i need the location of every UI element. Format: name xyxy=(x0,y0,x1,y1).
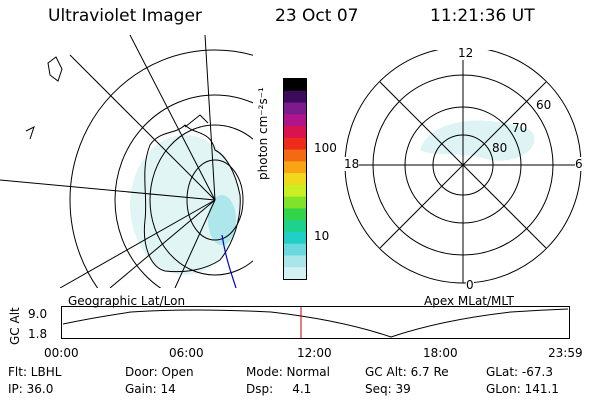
orbit-ytick-high: 9.0 xyxy=(28,307,48,321)
orbit-altitude-plot xyxy=(61,306,570,339)
colorbar-segment xyxy=(284,161,306,174)
time-label: 11:21:36 UT xyxy=(430,6,535,26)
colorbar xyxy=(283,78,307,280)
colorbar-segment xyxy=(284,231,306,245)
date-label: 23 Oct 07 xyxy=(275,6,359,26)
coast-fragment-2 xyxy=(184,114,209,128)
colorbar-segment xyxy=(284,126,306,139)
colorbar-segment xyxy=(284,184,306,198)
seq-status: Seq: 39 xyxy=(365,382,411,396)
filter-status: Flt: LBHL xyxy=(8,365,62,379)
orbit-xtick-2359: 23:59 xyxy=(548,346,583,360)
latitude-circles xyxy=(69,49,253,288)
geo-panel-label: Geographic Lat/Lon xyxy=(68,294,186,308)
mlt-6-label: 6 xyxy=(575,157,583,171)
gc-alt-status: GC Alt: 6.7 Re xyxy=(365,365,449,379)
apex-panel-label: Apex MLat/MLT xyxy=(424,294,514,308)
orbit-ylabel: GC Alt xyxy=(8,307,22,345)
door-status: Door: Open xyxy=(125,365,194,379)
apex-polar-plot xyxy=(344,50,582,284)
coast-fragment xyxy=(25,126,35,140)
altitude-curve xyxy=(62,308,569,338)
orbit-xtick-1800: 18:00 xyxy=(423,346,458,360)
orbit-xtick-0600: 06:00 xyxy=(169,346,204,360)
orbit-ytick-low: 1.8 xyxy=(28,327,48,341)
lat-80-label: 80 xyxy=(492,141,508,155)
mode-status: Mode: Normal xyxy=(246,365,330,379)
ip-status: IP: 36.0 xyxy=(8,382,54,396)
colorbar-segment xyxy=(284,114,306,127)
colorbar-frame xyxy=(283,78,307,280)
colorbar-segment xyxy=(284,196,306,209)
colorbar-segment xyxy=(284,90,306,104)
colorbar-segment xyxy=(284,102,306,115)
mlt-12-label: 12 xyxy=(458,46,474,60)
colorbar-segment xyxy=(284,220,306,233)
colorbar-segment xyxy=(284,255,306,268)
orbit-xtick-1200: 12:00 xyxy=(297,346,332,360)
colorbar-segment xyxy=(284,243,306,256)
dsp-status: Dsp: 4.1 xyxy=(246,382,312,396)
instrument-title: Ultraviolet Imager xyxy=(48,6,202,26)
colorbar-segment xyxy=(284,173,306,186)
colorbar-segment xyxy=(284,149,306,162)
coastline xyxy=(143,124,241,273)
aurora-spot xyxy=(208,195,236,245)
island-outline xyxy=(47,56,63,82)
orbit-xtick-0000: 00:00 xyxy=(44,346,79,360)
glon-status: GLon: 141.1 xyxy=(486,382,559,396)
colorbar-tick-100: 100 xyxy=(314,141,337,155)
mlt-18-label: 18 xyxy=(344,157,360,171)
orbit-plot-frame xyxy=(61,306,570,339)
colorbar-segment xyxy=(284,79,306,92)
lat-70-label: 70 xyxy=(512,121,528,135)
colorbar-tick-10: 10 xyxy=(314,229,330,243)
colorbar-unit-label: photon cm⁻²s⁻¹ xyxy=(256,87,270,180)
colorbar-segment xyxy=(284,208,306,221)
glat-status: GLat: -67.3 xyxy=(486,365,553,379)
colorbar-segment xyxy=(284,267,306,280)
mlt-0-label: 0 xyxy=(466,278,474,292)
satellite-track xyxy=(221,234,237,288)
colorbar-segment xyxy=(284,137,306,151)
meridians xyxy=(0,35,216,288)
geographic-map xyxy=(0,35,253,288)
gain-status: Gain: 14 xyxy=(125,382,176,396)
lat-60-label: 60 xyxy=(536,98,552,112)
